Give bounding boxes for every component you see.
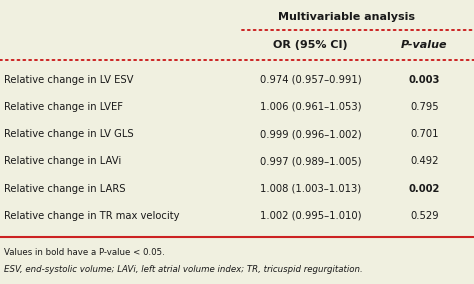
Text: OR (95% CI): OR (95% CI) bbox=[273, 40, 348, 51]
Text: Relative change in TR max velocity: Relative change in TR max velocity bbox=[4, 211, 179, 221]
Text: Relative change in LARS: Relative change in LARS bbox=[4, 183, 125, 194]
Text: 1.002 (0.995–1.010): 1.002 (0.995–1.010) bbox=[260, 211, 361, 221]
Text: Relative change in LVEF: Relative change in LVEF bbox=[4, 102, 123, 112]
Text: 1.006 (0.961–1.053): 1.006 (0.961–1.053) bbox=[260, 102, 361, 112]
Text: 0.795: 0.795 bbox=[410, 102, 438, 112]
Text: Relative change in LV GLS: Relative change in LV GLS bbox=[4, 129, 133, 139]
Text: Multivariable analysis: Multivariable analysis bbox=[277, 12, 415, 22]
Text: 0.492: 0.492 bbox=[410, 156, 438, 166]
Text: Relative change in LAVi: Relative change in LAVi bbox=[4, 156, 121, 166]
Text: 0.003: 0.003 bbox=[409, 74, 440, 85]
Text: 0.529: 0.529 bbox=[410, 211, 438, 221]
Text: 0.701: 0.701 bbox=[410, 129, 438, 139]
Text: 0.974 (0.957–0.991): 0.974 (0.957–0.991) bbox=[260, 74, 361, 85]
Text: P-value: P-value bbox=[401, 40, 447, 51]
Text: 0.002: 0.002 bbox=[409, 183, 440, 194]
Text: ESV, end-systolic volume; LAVi, left atrial volume index; TR, tricuspid regurgit: ESV, end-systolic volume; LAVi, left atr… bbox=[4, 265, 363, 274]
Text: 0.999 (0.996–1.002): 0.999 (0.996–1.002) bbox=[260, 129, 361, 139]
Text: Values in bold have a P-value < 0.05.: Values in bold have a P-value < 0.05. bbox=[4, 248, 164, 257]
Text: 1.008 (1.003–1.013): 1.008 (1.003–1.013) bbox=[260, 183, 361, 194]
Text: 0.997 (0.989–1.005): 0.997 (0.989–1.005) bbox=[260, 156, 361, 166]
Text: Relative change in LV ESV: Relative change in LV ESV bbox=[4, 74, 133, 85]
